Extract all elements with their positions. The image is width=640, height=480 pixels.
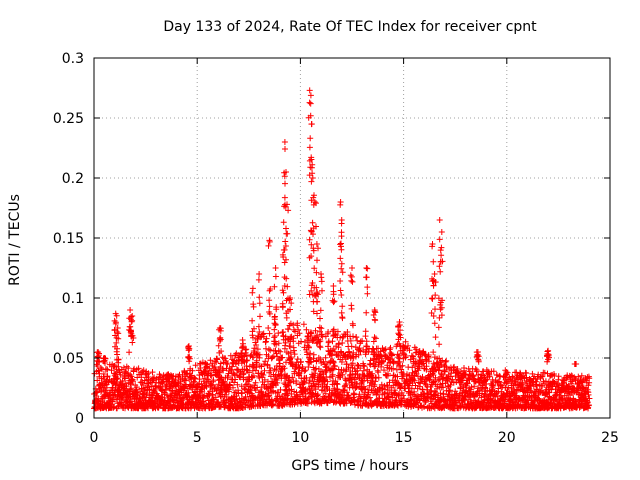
x-tick-label: 0 [90, 430, 99, 446]
data-point [249, 361, 256, 368]
data-point [208, 372, 215, 379]
data-point [182, 377, 189, 384]
data-point [94, 377, 101, 384]
x-tick-label: 5 [193, 430, 202, 446]
data-point [214, 356, 221, 363]
data-point [194, 381, 201, 388]
data-point [215, 381, 222, 388]
data-point [253, 342, 260, 348]
data-point [227, 382, 234, 388]
data-point [175, 373, 182, 380]
data-point [243, 346, 250, 353]
data-point [232, 376, 239, 383]
y-tick-label: 0.1 [62, 291, 84, 307]
data-point [189, 367, 196, 374]
data-point [138, 385, 145, 392]
data-point [204, 361, 211, 368]
data-point [130, 378, 136, 385]
data-point [256, 374, 263, 381]
data-point [97, 364, 104, 371]
data-point [217, 360, 224, 367]
data-point [244, 357, 251, 364]
data-point [252, 379, 259, 386]
data-point [200, 378, 207, 385]
data-point [135, 365, 142, 372]
data-point [125, 365, 132, 372]
x-axis-label: GPS time / hours [291, 458, 408, 474]
y-tick-label: 0 [75, 411, 84, 427]
data-point [225, 388, 232, 395]
data-point [187, 373, 194, 380]
data-point [228, 366, 235, 373]
x-tick-label: 15 [395, 430, 413, 446]
data-point [260, 372, 267, 378]
data-point [117, 371, 124, 378]
data-point [196, 376, 203, 383]
data-point [242, 381, 249, 388]
data-point [149, 369, 156, 376]
data-point [220, 359, 227, 366]
data-point [220, 367, 227, 374]
data-point [220, 378, 227, 385]
data-point [234, 381, 241, 388]
data-point [127, 386, 134, 393]
data-point [230, 384, 236, 391]
data-point [243, 363, 250, 369]
y-tick-label: 0.25 [53, 111, 84, 127]
x-tick-label: 10 [291, 430, 309, 446]
data-point [95, 368, 102, 374]
data-point [241, 385, 248, 392]
data-point [222, 355, 229, 362]
data-point [223, 360, 230, 366]
data-point [104, 366, 111, 373]
data-point [100, 371, 107, 377]
data-point [210, 377, 217, 384]
y-tick-label: 0.15 [53, 231, 84, 247]
y-axis-label: ROTI / TECUs [7, 194, 23, 286]
x-tick-label: 20 [498, 430, 516, 446]
data-point [114, 375, 121, 382]
data-point [207, 357, 214, 364]
data-point [123, 383, 130, 390]
data-point [238, 389, 245, 396]
data-point [214, 384, 221, 391]
data-point [128, 385, 135, 392]
data-point [122, 380, 129, 387]
y-tick-label: 0.05 [53, 351, 84, 367]
data-point [104, 373, 111, 380]
data-point [229, 363, 236, 370]
data-point [103, 384, 110, 391]
data-point [224, 361, 231, 368]
data-point [179, 395, 186, 402]
y-tick-label: 0.3 [62, 51, 84, 67]
data-point [239, 390, 245, 397]
x-tick-label: 25 [601, 430, 619, 446]
data-point [231, 379, 238, 386]
data-point [185, 389, 192, 396]
data-point [119, 394, 126, 401]
chart-title: Day 133 of 2024, Rate Of TEC Index for r… [163, 19, 537, 35]
data-point [212, 394, 219, 401]
y-tick-label: 0.2 [62, 171, 84, 187]
data-point [127, 372, 134, 378]
data-point [133, 384, 140, 391]
data-point [192, 362, 199, 369]
data-points [91, 87, 593, 412]
data-point [122, 375, 129, 382]
data-point [113, 396, 120, 403]
